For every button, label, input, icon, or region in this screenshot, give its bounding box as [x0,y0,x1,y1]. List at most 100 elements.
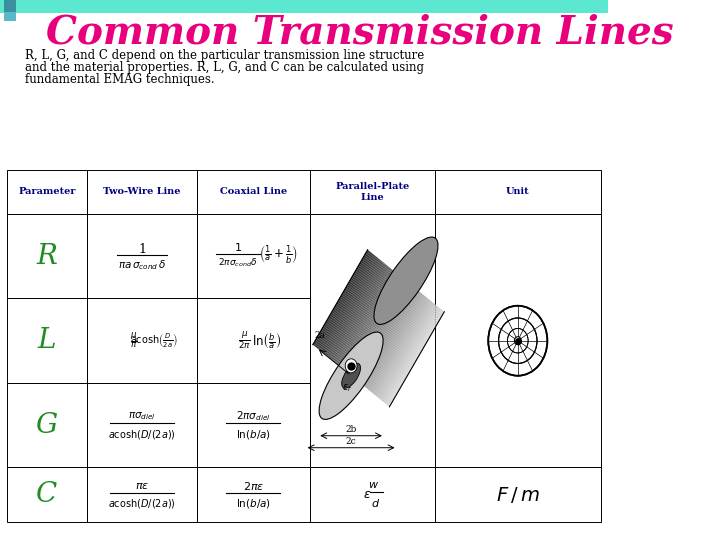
Polygon shape [384,307,439,403]
Ellipse shape [319,332,383,420]
Polygon shape [360,288,415,383]
Polygon shape [315,252,372,348]
Polygon shape [337,269,392,365]
Bar [310,383,435,468]
Polygon shape [312,249,369,346]
Text: $2\pi\sigma_{diel}$: $2\pi\sigma_{diel}$ [236,409,271,423]
Polygon shape [376,301,432,397]
Polygon shape [348,279,404,374]
Bar [435,170,601,214]
Polygon shape [374,299,430,395]
Bar [310,468,435,522]
Polygon shape [366,292,421,388]
Polygon shape [382,306,438,401]
Polygon shape [338,271,395,367]
Text: $\frac{\mu}{\pi}$: $\frac{\mu}{\pi}$ [130,330,138,350]
Polygon shape [335,267,391,363]
Polygon shape [341,272,397,368]
Polygon shape [343,274,398,369]
Text: $\varepsilon_r$: $\varepsilon_r$ [342,382,352,394]
Polygon shape [336,268,392,364]
Bar [6,468,87,522]
Polygon shape [315,251,371,347]
Ellipse shape [374,237,438,325]
Polygon shape [386,309,441,404]
Bar [197,383,310,468]
Text: $\ln(b/a)$: $\ln(b/a)$ [236,428,271,441]
Polygon shape [328,262,384,358]
Text: and the material properties. R, L, G, and C can be calculated using: and the material properties. R, L, G, an… [25,62,424,75]
Polygon shape [380,304,436,400]
Text: L: L [37,327,56,354]
Bar [6,383,87,468]
Bar [435,214,601,299]
Polygon shape [378,302,433,398]
Text: $F\,/\,m$: $F\,/\,m$ [496,485,540,505]
Text: $\left(\frac{1}{a}+\frac{1}{b}\right)$: $\left(\frac{1}{a}+\frac{1}{b}\right)$ [259,243,298,265]
Polygon shape [341,273,397,369]
Polygon shape [324,259,380,355]
Polygon shape [363,290,418,386]
Text: Common Transmission Lines: Common Transmission Lines [46,14,674,52]
Text: Parameter: Parameter [18,187,76,197]
Bar [6,170,87,214]
Bar [87,468,197,522]
Bar [435,468,601,522]
Polygon shape [331,265,387,360]
Bar [435,383,601,468]
Text: $a\cosh(D/(2a))$: $a\cosh(D/(2a))$ [108,497,176,510]
Text: 1: 1 [138,243,146,256]
Bar [310,214,435,299]
Polygon shape [351,281,407,376]
Polygon shape [320,255,375,351]
Polygon shape [357,285,413,381]
Polygon shape [329,263,385,359]
Polygon shape [327,261,383,357]
Polygon shape [384,308,441,404]
Bar [4,0,16,13]
Polygon shape [359,287,415,383]
Polygon shape [389,311,444,407]
Bar [435,214,601,468]
Text: Unit: Unit [506,187,530,197]
Text: $\pi\sigma_{diel}$: $\pi\sigma_{diel}$ [128,410,156,422]
Text: $\pi a\,\sigma_{cond}\,\delta$: $\pi a\,\sigma_{cond}\,\delta$ [118,258,166,272]
Polygon shape [372,297,427,393]
Polygon shape [325,260,381,355]
Bar [310,299,435,383]
Polygon shape [369,295,424,390]
Text: $a\cosh(D/(2a))$: $a\cosh(D/(2a))$ [108,428,176,441]
Polygon shape [346,276,401,372]
Polygon shape [318,254,374,349]
Polygon shape [353,282,409,378]
Circle shape [514,337,521,345]
Text: $2\pi\varepsilon$: $2\pi\varepsilon$ [243,480,264,492]
Polygon shape [375,300,431,396]
Text: R, L, G, and C depend on the particular transmission line structure: R, L, G, and C depend on the particular … [25,50,425,63]
Ellipse shape [342,363,361,388]
Bar [6,299,87,383]
Text: $\ln(b/a)$: $\ln(b/a)$ [236,497,271,510]
Polygon shape [346,277,402,373]
Text: $1$: $1$ [234,241,242,253]
Bar [197,214,310,299]
Text: Two-Wire Line: Two-Wire Line [103,187,181,197]
Circle shape [345,359,357,373]
Text: $\ln\!\left(\frac{b}{a}\right)$: $\ln\!\left(\frac{b}{a}\right)$ [252,331,282,350]
Text: C: C [36,481,58,508]
Circle shape [488,306,547,376]
Bar [197,299,310,383]
Polygon shape [381,305,436,401]
Bar [0,0,608,13]
Bar [310,170,435,214]
Polygon shape [344,275,400,371]
Polygon shape [358,286,414,382]
Polygon shape [350,280,406,376]
Bar [6,214,87,299]
Polygon shape [352,281,408,377]
Polygon shape [332,265,388,361]
Polygon shape [320,256,377,352]
Polygon shape [361,288,416,384]
Text: 2b: 2b [346,425,357,434]
Bar [435,299,601,383]
